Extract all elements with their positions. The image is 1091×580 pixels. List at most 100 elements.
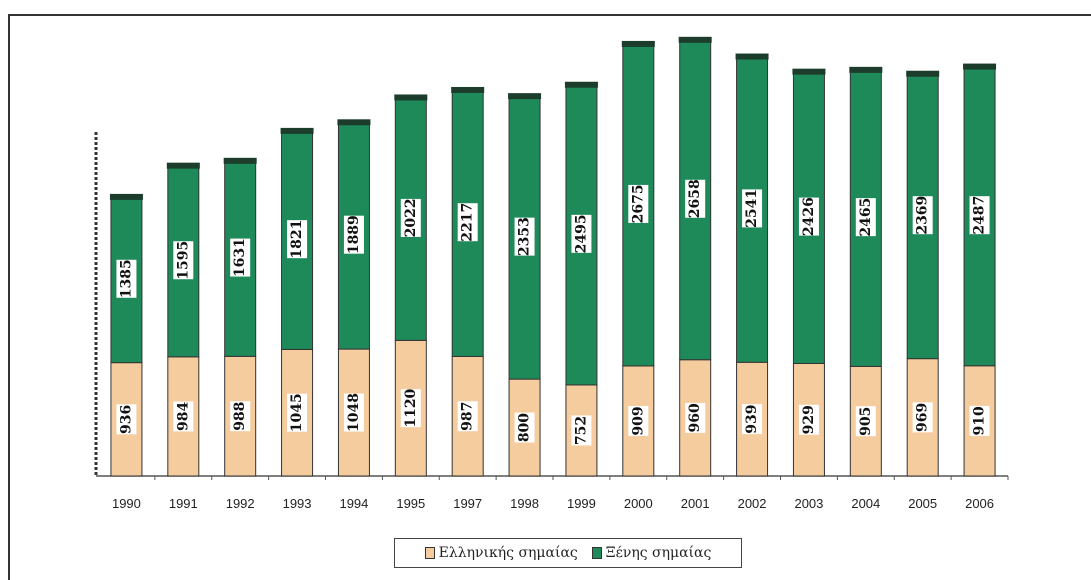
data-label-foreign-1998: 2353 (517, 217, 533, 256)
data-label-greek-1992: 988 (232, 402, 248, 431)
data-label-bg (116, 404, 137, 435)
data-label-bg (457, 401, 478, 432)
chart-frame (8, 14, 1091, 580)
legend-swatch-greek-flag (424, 547, 435, 559)
data-label-bg (116, 259, 137, 298)
x-tick-label-1991: 1991 (169, 496, 198, 511)
legend-label-greek-flag: Ελληνικής σημαίας (438, 545, 578, 561)
data-label-greek-1990: 936 (118, 405, 134, 434)
data-label-bg (343, 215, 364, 254)
bar-cap-1991 (166, 162, 200, 169)
x-tick-label-1995: 1995 (396, 496, 425, 511)
bar-cap-1992 (223, 157, 257, 164)
data-label-bg (287, 220, 308, 259)
x-tick-label-1994: 1994 (339, 496, 368, 511)
bar-cap-2005 (906, 70, 940, 77)
data-label-bg (742, 404, 763, 435)
data-label-foreign-1990: 1385 (118, 259, 134, 298)
data-label-greek-2001: 960 (687, 403, 703, 432)
x-tick-label-2004: 2004 (851, 496, 880, 511)
legend-item-greek-flag: Ελληνικής σημαίας (424, 545, 578, 561)
x-tick-label-2005: 2005 (908, 496, 937, 511)
data-label-bg (173, 401, 194, 432)
bar-cap-1999 (564, 81, 598, 88)
x-tick-label-1998: 1998 (510, 496, 539, 511)
data-label-bg (798, 404, 819, 435)
bar-cap-1998 (508, 93, 542, 100)
data-label-greek-1993: 1045 (289, 393, 305, 432)
data-label-foreign-2000: 2675 (630, 184, 646, 223)
data-label-bg (798, 197, 819, 236)
legend: Ελληνικής σημαίας Ξένης σημαίας (394, 538, 742, 568)
data-label-foreign-1993: 1821 (289, 220, 305, 259)
legend-swatch-foreign-flag (591, 547, 602, 559)
x-tick-labels: 1990 1991 1992 1993 1994 1995 1997 1998 1999 2000… (112, 476, 1009, 511)
x-tick-label-1999: 1999 (567, 496, 596, 511)
data-label-foreign-1992: 1631 (232, 238, 248, 277)
bar-cap-2003 (792, 68, 826, 75)
bar-cap-1993 (280, 127, 314, 134)
data-label-foreign-1995: 2022 (403, 198, 419, 237)
data-label-greek-2002: 939 (744, 405, 760, 434)
data-label-bg (855, 198, 876, 237)
data-label-bg (685, 179, 706, 218)
data-label-greek-1991: 984 (175, 402, 191, 431)
x-tick-label-2003: 2003 (794, 496, 823, 511)
x-tick-label-1997: 1997 (453, 496, 482, 511)
data-label-foreign-1997: 2217 (460, 203, 476, 242)
data-label-bg (457, 203, 478, 242)
data-label-greek-2000: 909 (630, 406, 646, 435)
data-label-greek-1995: 1120 (403, 388, 419, 427)
data-label-foreign-2002: 2541 (744, 189, 760, 228)
data-label-greek-2006: 910 (972, 406, 988, 435)
data-label-greek-2003: 929 (801, 405, 817, 434)
data-label-foreign-2004: 2465 (858, 198, 874, 237)
data-label-greek-1997: 987 (460, 402, 476, 431)
data-label-bg (969, 196, 990, 235)
x-tick-label-2001: 2001 (681, 496, 710, 511)
data-label-bg (742, 189, 763, 228)
data-label-foreign-1991: 1595 (175, 241, 191, 280)
data-label-greek-1998: 800 (517, 413, 533, 442)
data-label-bg (912, 196, 933, 235)
bar-cap-1990 (109, 193, 143, 200)
x-tick-label-2006: 2006 (965, 496, 994, 511)
x-tick-label-2002: 2002 (738, 496, 767, 511)
bar-cap-2000 (621, 40, 655, 47)
data-label-bg (685, 402, 706, 433)
data-label-foreign-2001: 2658 (687, 179, 703, 218)
data-label-bg (571, 214, 592, 253)
data-label-foreign-1999: 2495 (573, 214, 589, 253)
bars-group: 936 1385 984 1595 988 1631 1045 1821 1048 1889 112… (109, 36, 997, 477)
bar-cap-2004 (849, 66, 883, 73)
data-label-bg (912, 402, 933, 433)
legend-item-foreign-flag: Ξένης σημαίας (591, 545, 712, 561)
data-label-bg (571, 415, 592, 446)
data-label-bg (287, 393, 308, 432)
x-tick-label-1993: 1993 (283, 496, 312, 511)
bar-cap-1997 (451, 86, 485, 93)
data-label-greek-1999: 752 (573, 416, 589, 445)
data-label-foreign-2003: 2426 (801, 197, 817, 236)
data-label-bg (230, 401, 251, 432)
x-tick-label-1992: 1992 (226, 496, 255, 511)
legend-label-foreign-flag: Ξένης σημαίας (605, 545, 712, 561)
bar-cap-2002 (735, 53, 769, 60)
bar-cap-1994 (337, 119, 371, 126)
data-label-bg (343, 393, 364, 432)
data-label-bg (400, 389, 421, 428)
data-label-greek-2005: 969 (915, 403, 931, 432)
data-label-bg (514, 217, 535, 256)
data-label-bg (230, 238, 251, 277)
data-label-greek-1994: 1048 (346, 393, 362, 432)
data-label-foreign-2005: 2369 (915, 196, 931, 235)
data-label-bg (969, 405, 990, 436)
x-tick-label-1990: 1990 (112, 496, 141, 511)
data-label-foreign-2006: 2487 (972, 196, 988, 235)
data-label-greek-2004: 905 (858, 407, 874, 436)
bar-cap-1995 (394, 94, 428, 101)
data-label-bg (400, 198, 421, 237)
x-tick-label-2000: 2000 (624, 496, 653, 511)
data-label-foreign-1994: 1889 (346, 215, 362, 254)
